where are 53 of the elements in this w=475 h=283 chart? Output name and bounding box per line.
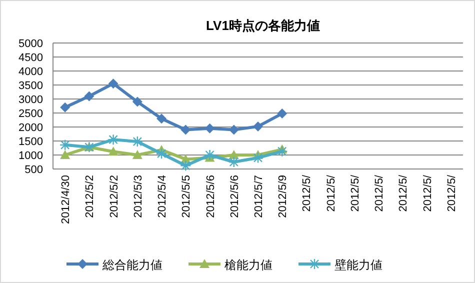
x-tick-label: 2012/5/4 [156,175,169,218]
y-tick-label: 1000 [18,150,43,162]
x-tick-label: 2012/5/ [349,174,362,212]
y-tick-label: 4500 [18,52,43,64]
point [277,108,288,119]
point [59,139,71,151]
y-tick-label: 2500 [18,108,43,120]
point [252,152,264,164]
point [84,91,94,102]
point [108,78,118,89]
point [156,114,167,124]
x-tick-label: 2012/5/ [374,174,386,212]
point [60,102,70,112]
y-tick-label: 4000 [18,66,43,78]
x-tick-label: 2012/5/ [301,174,314,212]
point [276,146,288,157]
point [156,148,168,160]
point [180,160,192,172]
point [132,150,142,159]
y-tick-label: 1500 [18,136,43,148]
point [204,149,216,161]
point [180,124,191,135]
x-tick-label: 2012/5/ [398,174,410,212]
x-tick-label: 2012/5/ [422,174,434,212]
x-tick-label: 2012/5/2 [84,175,96,218]
x-tick-label: 2012/5/ [325,174,338,212]
legend-label: 総合能力値 [102,258,162,272]
y-tick-label: 3500 [18,80,43,92]
point [132,136,144,148]
x-tick-label: 2012/5/6 [228,175,241,218]
point [204,123,215,134]
y-tick-label: 3000 [18,94,43,106]
y-tick-label: 500 [24,164,43,176]
point [132,96,142,107]
point [60,150,70,159]
point [108,134,119,146]
legend-label: 槍能力値 [224,258,272,272]
point [228,156,240,168]
x-tick-label: 2012/5/3 [132,175,144,218]
x-tick-label: 2012/5/2 [108,175,120,218]
point [253,121,263,132]
x-tick-label: 2012/5/6 [204,175,217,218]
legend-label: 壁能力値 [334,258,382,272]
point [228,124,239,135]
x-tick-label: 2012/5/5 [180,175,193,218]
title: LV1時点の各能力値 [206,18,320,33]
point [108,146,118,156]
x-tick-label: 2012/5/9 [277,175,290,218]
x-tick-label: 2012/5/ [446,174,458,212]
x-tick-label: 2012/4/30 [60,175,72,224]
y-tick-label: 2000 [18,122,43,134]
x-tick-label: 2012/5/7 [253,175,265,218]
y-tick-label: 5000 [18,38,43,50]
